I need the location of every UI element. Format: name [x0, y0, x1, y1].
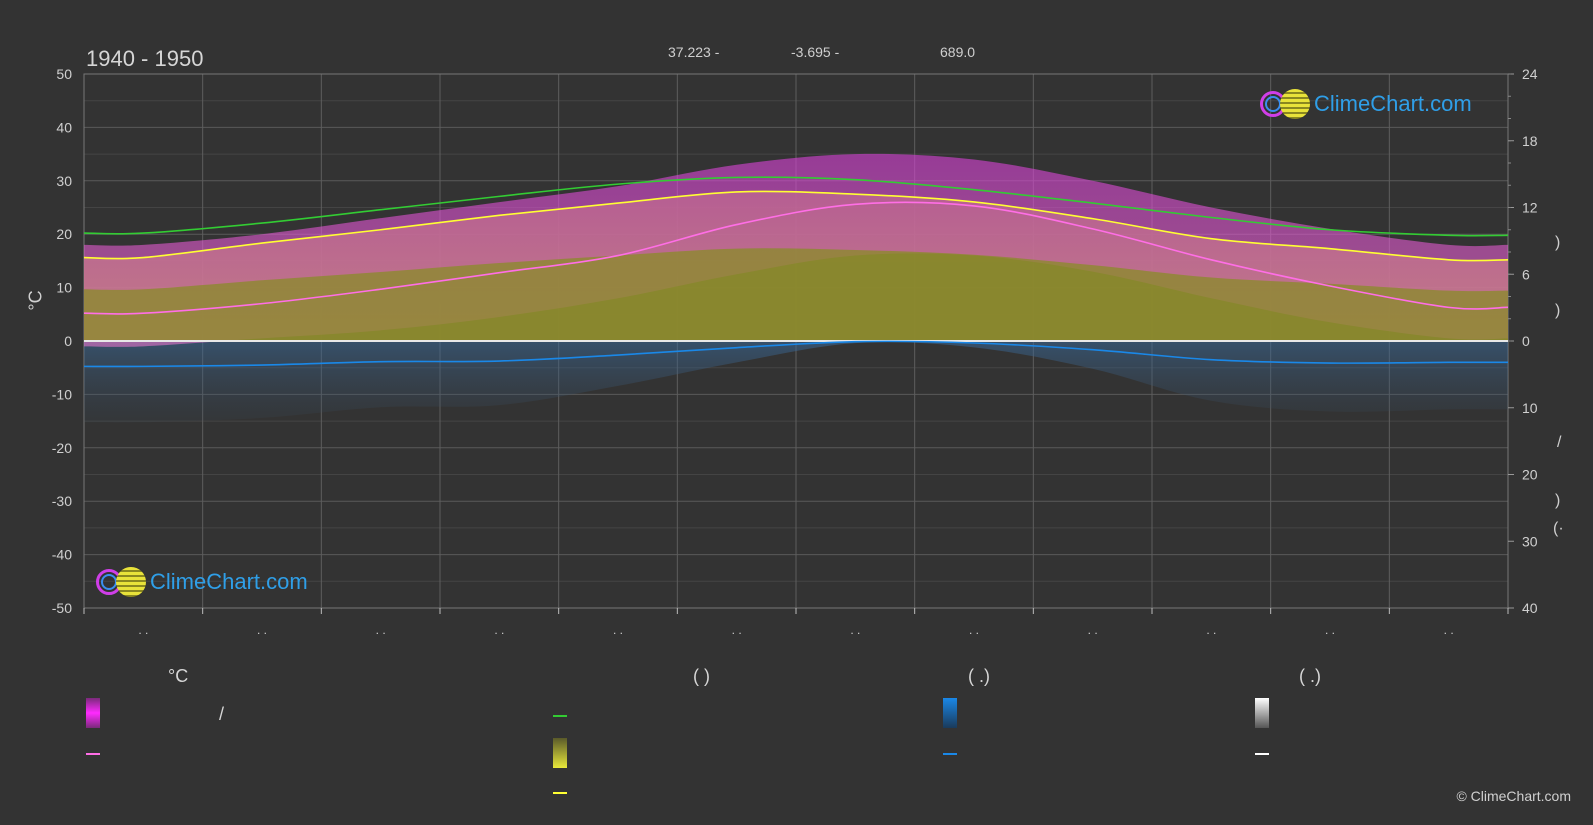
x-tick-label: . . [613, 623, 623, 637]
x-tick-label: . . [732, 623, 742, 637]
right-bottom-tick-label: 40 [1522, 600, 1538, 616]
x-tick-label: . . [1325, 623, 1335, 637]
left-tick-label: -40 [52, 547, 72, 563]
right-top-tick-label: 6 [1522, 266, 1530, 282]
right-axis-glyph-2: ) [1555, 302, 1561, 319]
x-tick-label: . . [257, 623, 267, 637]
x-tick-label: . . [969, 623, 979, 637]
brand-top[interactable]: ClimeChart.com [1260, 89, 1472, 119]
legend-temp-mean-swatch [86, 753, 100, 755]
left-tick-label: -20 [52, 440, 72, 456]
right-bottom-tick-label: 10 [1522, 400, 1538, 416]
legend-temp-slash: / [219, 704, 225, 724]
legend-temp-range-swatch [86, 698, 100, 728]
left-tick-label: 30 [56, 173, 72, 189]
left-tick-label: 40 [56, 119, 72, 135]
axis-ticks: 50 40 30 20 10 0 -10 -20 -30 -40 -50 24 18 12 6 0 10 20 30… [52, 66, 1538, 637]
legend-sun-header: ( ) [693, 666, 710, 686]
left-tick-label: 50 [56, 66, 72, 82]
period-title: 1940 - 1950 [86, 46, 204, 71]
data-bands [84, 153, 1508, 423]
right-top-tick-label: 0 [1522, 333, 1530, 349]
legend-snow-header: ( .) [1299, 666, 1321, 686]
right-axis-glyph-5: (· [1553, 520, 1564, 537]
left-tick-label: -30 [52, 493, 72, 509]
legend-rain-swatch [943, 698, 957, 728]
legend-rain-header: ( .) [968, 666, 990, 686]
right-top-tick-label: 18 [1522, 133, 1538, 149]
left-axis-unit: °C [25, 290, 46, 311]
longitude-label: -3.695 - [791, 44, 840, 60]
x-tick-label: . . [138, 623, 148, 637]
brand-bottom[interactable]: ClimeChart.com [96, 567, 308, 597]
legend-snow-swatch [1255, 698, 1269, 728]
temp_mean-line [84, 201, 1508, 315]
left-tick-label: -10 [52, 386, 72, 402]
x-tick-label: . . [494, 623, 504, 637]
right-bottom-tick-label: 30 [1522, 533, 1538, 549]
sunshine_mean-line [84, 190, 1508, 262]
left-tick-label: 0 [64, 333, 72, 349]
series-lines [84, 176, 1508, 368]
legend-daylight-swatch [553, 715, 567, 717]
legend-sunshine-mean-swatch [553, 792, 567, 794]
legend-snow-mean-swatch [1255, 753, 1269, 755]
elevation-label: 689.0 [940, 44, 976, 60]
left-tick-label: -50 [52, 600, 72, 616]
rain_mean-line [84, 340, 1508, 368]
right-axis-glyph-1: ) [1555, 234, 1561, 251]
sunshine-inner-band [84, 248, 1508, 341]
right-bottom-tick-label: 20 [1522, 467, 1538, 483]
left-tick-label: 20 [56, 226, 72, 242]
x-tick-label: . . [1206, 623, 1216, 637]
daylight-line [84, 176, 1508, 237]
copyright[interactable]: © ClimeChart.com [1456, 788, 1571, 804]
brand-top-text: ClimeChart.com [1314, 91, 1472, 116]
right-axis-glyph-3: / [1557, 434, 1562, 451]
x-tick-label: . . [850, 623, 860, 637]
right-axis-glyph-4: ) [1555, 492, 1561, 509]
x-tick-label: . . [376, 623, 386, 637]
right-top-tick-label: 24 [1522, 66, 1538, 82]
brand-logo-icon [1260, 89, 1310, 119]
legend-sunshine-swatch [553, 738, 567, 768]
right-top-tick-label: 12 [1522, 200, 1538, 216]
brand-bottom-text: ClimeChart.com [150, 569, 308, 594]
x-tick-label: . . [1444, 623, 1454, 637]
legend-rain-mean-swatch [943, 753, 957, 755]
legend-temp-header: °C [168, 666, 189, 686]
left-tick-label: 10 [56, 280, 72, 296]
brand-logo-icon [96, 567, 146, 597]
latitude-label: 37.223 - [668, 44, 720, 60]
x-tick-label: . . [1088, 623, 1098, 637]
